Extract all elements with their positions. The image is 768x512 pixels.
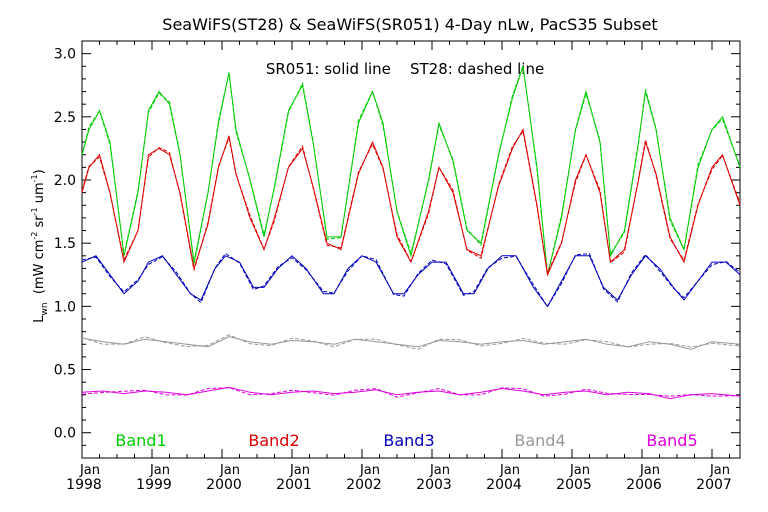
svg-text:Lwn (mW cm-2 sr-1 um-1): Lwn (mW cm-2 sr-1 um-1) — [30, 169, 50, 322]
y-tick-label: 0.5 — [54, 363, 76, 379]
line-style-annotation: SR051: solid line ST28: dashed line — [266, 60, 544, 78]
legend-label-band4: Band4 — [514, 431, 565, 450]
series-line-band3-dashed — [81, 252, 741, 308]
x-tick-month: Jan — [359, 463, 380, 478]
y-tick-label: 0.0 — [54, 426, 76, 442]
y-tick-label: 1.5 — [54, 236, 76, 252]
y-axis-label-main: L — [32, 315, 47, 323]
y-tick-label: 2.5 — [54, 110, 76, 126]
x-tick-year: 2001 — [276, 477, 312, 493]
y-axis-label-exp2: -1 — [30, 207, 39, 215]
y-tick-label: 2.0 — [54, 173, 76, 189]
axes: 0.00.51.01.52.02.53.0Jan1998Jan1999Jan20… — [54, 40, 741, 493]
y-axis-label-exp1: -2 — [30, 232, 39, 240]
x-tick-month: Jan — [499, 463, 520, 478]
y-tick-label: 3.0 — [54, 47, 76, 63]
x-tick-month: Jan — [639, 463, 660, 478]
y-axis-label-units-end: um — [32, 182, 47, 207]
x-tick-month: Jan — [569, 463, 590, 478]
x-tick-month: Jan — [149, 463, 170, 478]
y-axis-label: Lwn (mW cm-2 sr-1 um-1) — [30, 169, 50, 322]
y-tick-label: 1.0 — [54, 299, 76, 315]
series-lines — [81, 65, 741, 400]
legend: Band1 Band2 Band3 Band4 Band5 — [115, 431, 697, 450]
x-tick-year: 2005 — [556, 477, 592, 493]
y-axis-label-units-close: ) — [32, 169, 47, 174]
x-tick-month: Jan — [429, 463, 450, 478]
series-line-band4-dashed — [81, 334, 741, 350]
series-line-band1-solid — [81, 66, 741, 275]
x-tick-year: 2007 — [696, 477, 732, 493]
x-tick-year: 2004 — [486, 477, 522, 493]
x-tick-year: 2000 — [206, 477, 242, 493]
chart-title: SeaWiFS(ST28) & SeaWiFS(SR051) 4-Day nLw… — [162, 15, 657, 34]
plot-frame — [81, 40, 741, 459]
y-axis-label-units-mid: sr — [32, 215, 47, 232]
x-tick-month: Jan — [79, 463, 100, 478]
legend-label-band1: Band1 — [115, 431, 166, 450]
x-tick-year: 1998 — [66, 477, 102, 493]
series-line-band5-dashed — [81, 387, 741, 398]
series-line-band4-solid — [81, 336, 741, 350]
x-tick-year: 1999 — [136, 477, 172, 493]
legend-label-band5: Band5 — [646, 431, 697, 450]
x-tick-month: Jan — [219, 463, 240, 478]
legend-label-band3: Band3 — [383, 431, 434, 450]
series-line-band1-dashed — [81, 65, 741, 275]
y-axis-label-units: (mW cm — [32, 240, 47, 295]
y-axis-label-exp3: -1 — [30, 174, 39, 182]
x-tick-year: 2002 — [346, 477, 382, 493]
legend-label-band2: Band2 — [248, 431, 299, 450]
series-line-band5-solid — [81, 386, 741, 400]
x-tick-month: Jan — [709, 463, 730, 478]
y-axis-label-sub: wn — [40, 302, 50, 315]
series-line-band2-dashed — [81, 130, 741, 275]
series-line-band3-solid — [81, 255, 741, 308]
x-tick-year: 2003 — [416, 477, 452, 493]
x-tick-year: 2006 — [626, 477, 662, 493]
x-tick-month: Jan — [289, 463, 310, 478]
